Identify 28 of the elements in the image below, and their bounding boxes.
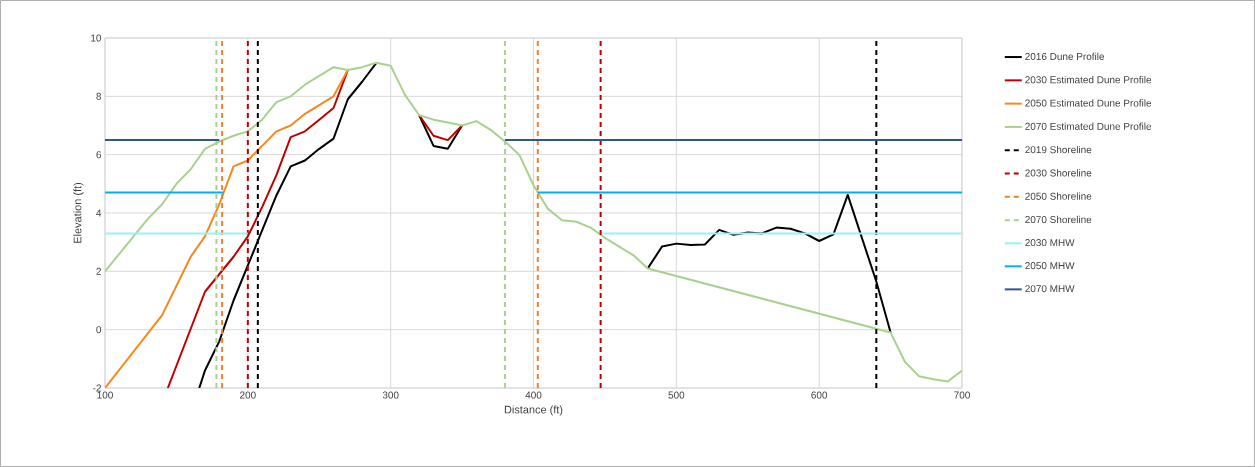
y-tick-label: 4 bbox=[96, 209, 102, 217]
x-tick-label: 500 bbox=[668, 391, 685, 399]
legend-label: 2070 Estimated Dune Profile bbox=[1025, 122, 1152, 130]
x-tick-label: 100 bbox=[97, 391, 113, 399]
y-tick-label: 10 bbox=[91, 34, 102, 42]
legend-label: 2016 Dune Profile bbox=[1025, 52, 1105, 60]
legend-label: 2070 MHW bbox=[1025, 285, 1075, 293]
line-series bbox=[105, 69, 349, 388]
y-tick-label: 8 bbox=[96, 92, 102, 100]
legend-label: 2050 MHW bbox=[1025, 262, 1075, 270]
y-tick-label: -2 bbox=[93, 384, 101, 392]
legend-label: 2030 MHW bbox=[1025, 239, 1075, 247]
x-axis-title: Distance (ft) bbox=[504, 405, 563, 416]
legend-label: 2030 Shoreline bbox=[1025, 169, 1092, 177]
x-tick-label: 700 bbox=[954, 391, 970, 399]
y-tick-label: 0 bbox=[96, 326, 102, 334]
legend-label: 2070 Shoreline bbox=[1025, 215, 1092, 224]
legend-label: 2050 Estimated Dune Profile bbox=[1025, 99, 1152, 107]
y-tick-label: 6 bbox=[96, 151, 102, 159]
legend-label: 2030 Estimated Dune Profile bbox=[1025, 75, 1152, 84]
legend-label: 2050 Shoreline bbox=[1025, 192, 1092, 200]
x-tick-label: 600 bbox=[811, 391, 828, 399]
y-tick-label: 2 bbox=[96, 267, 101, 275]
x-tick-label: 300 bbox=[382, 391, 399, 399]
legend-label: 2019 Shoreline bbox=[1025, 145, 1092, 154]
x-tick-label: 200 bbox=[240, 391, 256, 399]
y-axis-title: Elevation (ft) bbox=[73, 182, 84, 243]
x-tick-label: 400 bbox=[525, 391, 542, 399]
